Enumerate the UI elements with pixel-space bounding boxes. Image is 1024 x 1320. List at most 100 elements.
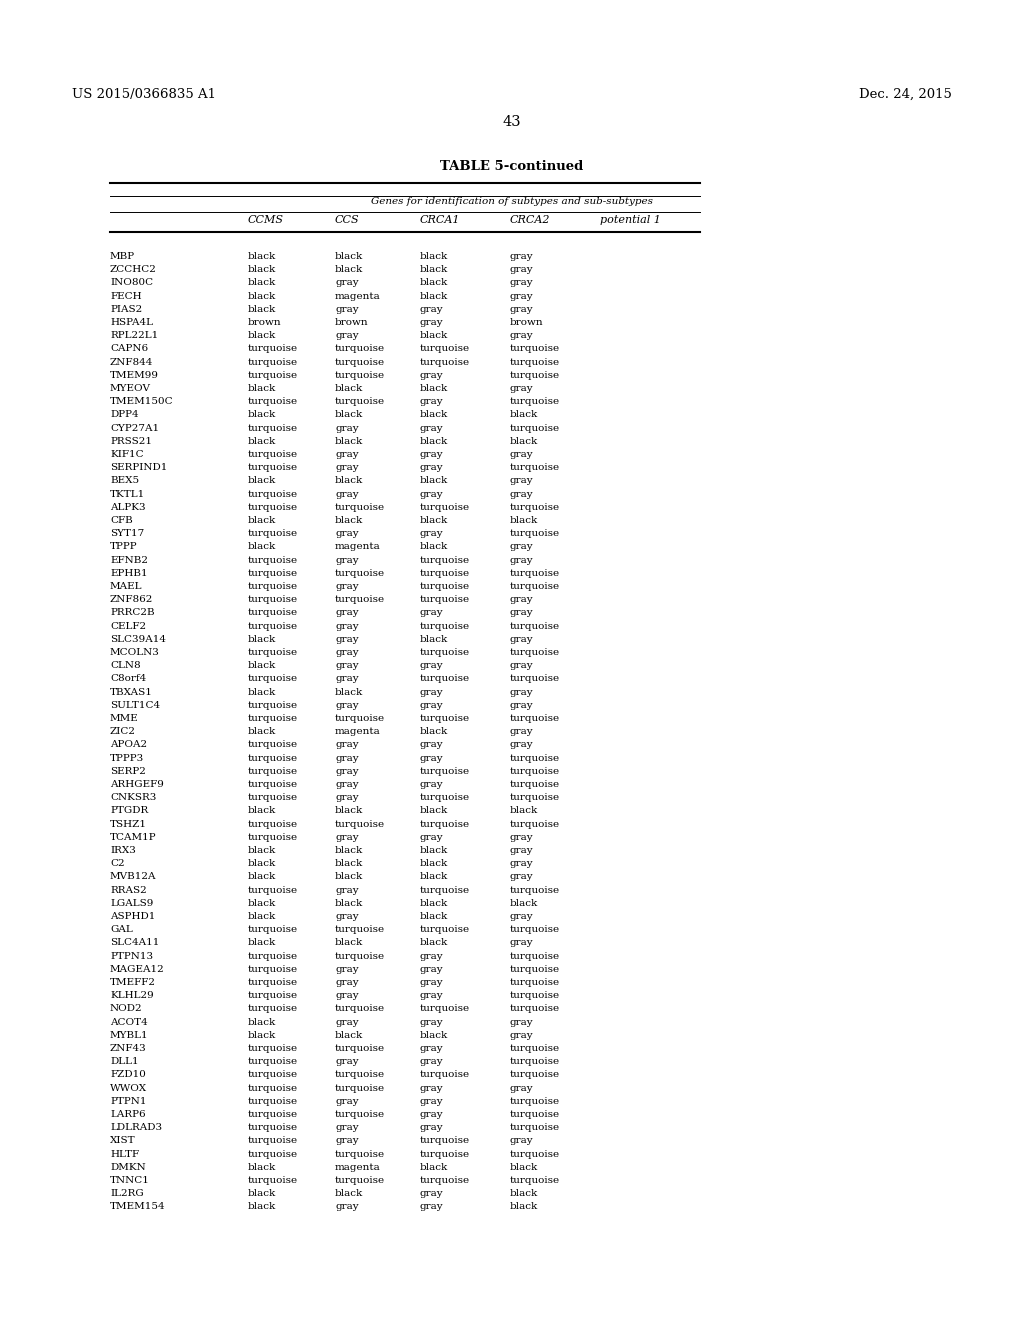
Text: turquoise: turquoise	[510, 1044, 560, 1053]
Text: gray: gray	[510, 939, 534, 948]
Text: turquoise: turquoise	[248, 582, 298, 591]
Text: gray: gray	[335, 675, 358, 684]
Text: gray: gray	[335, 556, 358, 565]
Text: turquoise: turquoise	[248, 1084, 298, 1093]
Text: gray: gray	[420, 1110, 443, 1119]
Text: PTGDR: PTGDR	[110, 807, 148, 816]
Text: C8orf4: C8orf4	[110, 675, 146, 684]
Text: gray: gray	[510, 556, 534, 565]
Text: gray: gray	[420, 965, 443, 974]
Text: ARHGEF9: ARHGEF9	[110, 780, 164, 789]
Text: turquoise: turquoise	[420, 582, 470, 591]
Text: turquoise: turquoise	[510, 675, 560, 684]
Text: MYEOV: MYEOV	[110, 384, 151, 393]
Text: KLHL29: KLHL29	[110, 991, 154, 1001]
Text: gray: gray	[420, 780, 443, 789]
Text: turquoise: turquoise	[420, 358, 470, 367]
Text: turquoise: turquoise	[248, 490, 298, 499]
Text: turquoise: turquoise	[420, 793, 470, 803]
Text: turquoise: turquoise	[510, 991, 560, 1001]
Text: turquoise: turquoise	[248, 886, 298, 895]
Text: 43: 43	[503, 115, 521, 129]
Text: turquoise: turquoise	[510, 463, 560, 473]
Text: turquoise: turquoise	[335, 358, 385, 367]
Text: black: black	[510, 437, 539, 446]
Text: turquoise: turquoise	[335, 1071, 385, 1080]
Text: turquoise: turquoise	[248, 622, 298, 631]
Text: turquoise: turquoise	[420, 503, 470, 512]
Text: ZNF862: ZNF862	[110, 595, 154, 605]
Text: black: black	[420, 543, 449, 552]
Text: black: black	[248, 1203, 276, 1212]
Text: turquoise: turquoise	[335, 569, 385, 578]
Text: ZIC2: ZIC2	[110, 727, 136, 737]
Text: MYBL1: MYBL1	[110, 1031, 148, 1040]
Text: HLTF: HLTF	[110, 1150, 139, 1159]
Text: BEX5: BEX5	[110, 477, 139, 486]
Text: gray: gray	[510, 265, 534, 275]
Text: gray: gray	[335, 1203, 358, 1212]
Text: gray: gray	[335, 912, 358, 921]
Text: gray: gray	[420, 1203, 443, 1212]
Text: PTPN1: PTPN1	[110, 1097, 146, 1106]
Text: turquoise: turquoise	[335, 820, 385, 829]
Text: gray: gray	[335, 622, 358, 631]
Text: black: black	[335, 252, 364, 261]
Text: turquoise: turquoise	[335, 595, 385, 605]
Text: turquoise: turquoise	[248, 463, 298, 473]
Text: gray: gray	[420, 1057, 443, 1067]
Text: gray: gray	[335, 965, 358, 974]
Text: IL2RG: IL2RG	[110, 1189, 143, 1199]
Text: CLN8: CLN8	[110, 661, 140, 671]
Text: TCAM1P: TCAM1P	[110, 833, 157, 842]
Text: SERP2: SERP2	[110, 767, 145, 776]
Text: turquoise: turquoise	[248, 595, 298, 605]
Text: black: black	[335, 516, 364, 525]
Text: turquoise: turquoise	[510, 965, 560, 974]
Text: gray: gray	[420, 1189, 443, 1199]
Text: MAEL: MAEL	[110, 582, 142, 591]
Text: gray: gray	[510, 279, 534, 288]
Text: gray: gray	[510, 543, 534, 552]
Text: TMEM99: TMEM99	[110, 371, 159, 380]
Text: PRRC2B: PRRC2B	[110, 609, 155, 618]
Text: black: black	[248, 899, 276, 908]
Text: black: black	[335, 873, 364, 882]
Text: gray: gray	[420, 463, 443, 473]
Text: black: black	[248, 727, 276, 737]
Text: gray: gray	[335, 648, 358, 657]
Text: DLL1: DLL1	[110, 1057, 138, 1067]
Text: black: black	[420, 411, 449, 420]
Text: black: black	[420, 727, 449, 737]
Text: black: black	[248, 1031, 276, 1040]
Text: black: black	[510, 516, 539, 525]
Text: black: black	[335, 807, 364, 816]
Text: CFB: CFB	[110, 516, 133, 525]
Text: turquoise: turquoise	[420, 648, 470, 657]
Text: turquoise: turquoise	[248, 503, 298, 512]
Text: ASPHD1: ASPHD1	[110, 912, 156, 921]
Text: black: black	[335, 411, 364, 420]
Text: black: black	[420, 516, 449, 525]
Text: turquoise: turquoise	[248, 701, 298, 710]
Text: black: black	[248, 437, 276, 446]
Text: turquoise: turquoise	[420, 595, 470, 605]
Text: black: black	[335, 477, 364, 486]
Text: CNKSR3: CNKSR3	[110, 793, 157, 803]
Text: black: black	[510, 1203, 539, 1212]
Text: NOD2: NOD2	[110, 1005, 142, 1014]
Text: black: black	[248, 477, 276, 486]
Text: TMEFF2: TMEFF2	[110, 978, 156, 987]
Text: black: black	[248, 635, 276, 644]
Text: black: black	[510, 1163, 539, 1172]
Text: CELF2: CELF2	[110, 622, 146, 631]
Text: turquoise: turquoise	[248, 820, 298, 829]
Text: LDLRAD3: LDLRAD3	[110, 1123, 162, 1133]
Text: turquoise: turquoise	[510, 371, 560, 380]
Text: black: black	[420, 477, 449, 486]
Text: black: black	[248, 252, 276, 261]
Text: gray: gray	[420, 1018, 443, 1027]
Text: turquoise: turquoise	[420, 556, 470, 565]
Text: turquoise: turquoise	[248, 1137, 298, 1146]
Text: turquoise: turquoise	[420, 675, 470, 684]
